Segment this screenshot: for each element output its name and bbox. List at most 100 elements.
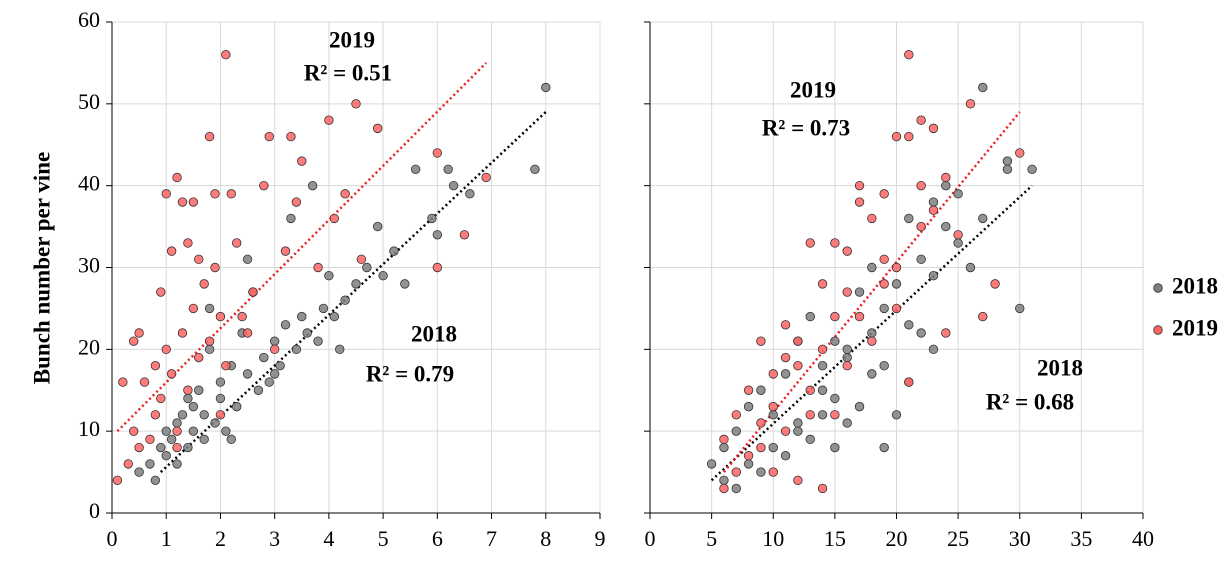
point	[842, 361, 852, 371]
point	[830, 410, 840, 420]
point	[139, 377, 150, 387]
point	[904, 213, 914, 224]
point	[269, 369, 280, 379]
x-tick-label: 15	[824, 526, 846, 551]
point	[324, 270, 334, 281]
point	[743, 459, 754, 469]
point	[854, 401, 865, 412]
point	[854, 180, 865, 191]
point	[817, 344, 828, 355]
point	[118, 377, 128, 387]
point	[904, 320, 914, 330]
point	[286, 131, 296, 142]
x-tick-label: 0	[645, 526, 656, 551]
point	[805, 434, 815, 445]
point	[978, 82, 988, 93]
point	[172, 426, 182, 436]
point	[335, 344, 345, 355]
point	[842, 352, 852, 363]
point	[150, 361, 161, 371]
annotation: 2018	[1037, 355, 1083, 380]
point	[842, 418, 852, 428]
point	[215, 311, 226, 322]
point	[221, 50, 231, 60]
point	[817, 483, 828, 494]
point	[166, 434, 177, 445]
point	[743, 401, 754, 412]
point	[842, 287, 852, 297]
point	[242, 369, 253, 379]
legend-label: 2019	[1172, 315, 1218, 340]
x-tick-label: 35	[1070, 526, 1092, 551]
point	[706, 459, 717, 469]
point	[199, 410, 209, 420]
point	[280, 320, 291, 330]
point	[443, 164, 453, 175]
point	[150, 475, 161, 485]
point	[269, 336, 280, 346]
point	[259, 352, 269, 363]
point	[172, 442, 182, 453]
point	[183, 393, 193, 404]
point	[194, 385, 204, 395]
annotation: 2018	[411, 321, 457, 346]
point	[904, 50, 914, 60]
point	[793, 418, 803, 428]
point	[891, 131, 902, 142]
point	[161, 189, 171, 199]
point	[226, 434, 236, 445]
point	[128, 426, 139, 436]
point	[780, 426, 791, 436]
legend-marker	[1153, 325, 1163, 335]
point	[194, 352, 204, 363]
point	[928, 344, 939, 355]
point	[481, 172, 491, 183]
point	[210, 262, 220, 273]
point	[465, 189, 475, 199]
point	[793, 336, 803, 346]
annotation: R² = 0.68	[986, 389, 1074, 414]
point	[916, 115, 926, 125]
point	[891, 262, 902, 273]
point	[867, 213, 877, 224]
point	[237, 311, 247, 322]
point	[541, 82, 551, 93]
x-tick-label: 40	[1132, 526, 1154, 551]
point	[410, 164, 421, 175]
point	[313, 262, 323, 273]
point	[242, 254, 253, 265]
point	[817, 385, 828, 395]
point	[199, 279, 209, 289]
point	[941, 221, 951, 232]
point	[362, 262, 372, 273]
point	[400, 279, 410, 289]
point	[928, 197, 939, 207]
point	[378, 270, 388, 281]
point	[780, 352, 791, 363]
point	[221, 361, 231, 371]
point	[817, 410, 828, 420]
point	[204, 303, 215, 314]
point	[842, 246, 852, 256]
legend-label: 2018	[1172, 273, 1218, 298]
x-tick-label: 2	[215, 526, 226, 551]
point	[280, 246, 291, 256]
point	[756, 442, 766, 453]
point	[867, 328, 877, 338]
point	[879, 189, 889, 199]
point	[879, 303, 889, 314]
point	[756, 467, 766, 477]
point	[183, 238, 193, 248]
point	[830, 442, 840, 453]
point	[916, 221, 926, 232]
point	[183, 442, 193, 453]
x-tick-label: 6	[432, 526, 443, 551]
point	[941, 328, 951, 338]
point	[768, 442, 778, 453]
point	[324, 115, 334, 125]
point	[161, 451, 171, 461]
point	[530, 164, 540, 175]
point	[215, 410, 226, 420]
point	[879, 442, 889, 453]
